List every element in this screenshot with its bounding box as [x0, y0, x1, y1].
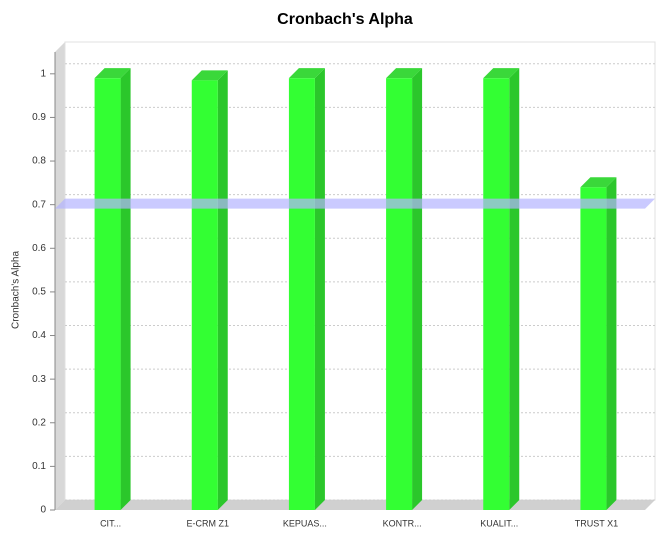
x-tick-label: KUALIT...	[480, 518, 518, 528]
y-tick-label: 0.9	[32, 112, 46, 123]
back-wall	[64, 41, 656, 501]
bar	[288, 68, 325, 511]
bar	[94, 68, 131, 511]
bar-top	[94, 68, 131, 79]
y-tick-label: 0	[40, 505, 46, 516]
bar-front	[94, 78, 121, 511]
bar-front	[191, 80, 218, 510]
reference-line	[55, 198, 655, 209]
floor	[55, 500, 655, 510]
y-axis-label: Cronbach's Alpha	[11, 251, 22, 330]
y-tick-label: 0.1	[32, 461, 46, 472]
bar-top	[288, 68, 325, 79]
bar-front	[580, 187, 607, 510]
chart-title: Cronbach's Alpha	[277, 11, 413, 28]
bar-side	[606, 177, 617, 510]
x-tick-label: KONTR...	[383, 518, 422, 528]
bar-top	[580, 177, 617, 188]
y-tick-label: 0.8	[32, 156, 46, 167]
bar-front	[288, 78, 315, 511]
bar	[580, 177, 617, 510]
x-tick-label: KEPUAS...	[283, 518, 327, 528]
bar-side	[412, 68, 423, 511]
bar-side	[217, 70, 228, 510]
left-wall	[55, 42, 65, 510]
bar-top	[191, 70, 228, 81]
y-tick-label: 0.6	[32, 243, 46, 254]
bar-side	[509, 68, 520, 511]
y-tick-label: 0.4	[32, 330, 46, 341]
y-tick-label: 0.7	[32, 199, 46, 210]
y-tick-label: 0.3	[32, 374, 46, 385]
bar	[386, 68, 423, 511]
bar-front	[386, 78, 413, 511]
bar-top	[386, 68, 423, 79]
x-tick-label: E-CRM Z1	[187, 518, 230, 528]
bar	[191, 70, 228, 510]
y-tick-label: 0.5	[32, 287, 46, 298]
bar-front	[483, 78, 510, 511]
bar-top	[483, 68, 520, 79]
x-tick-label: CIT...	[100, 518, 121, 528]
bar-side	[120, 68, 131, 511]
bar	[483, 68, 520, 511]
bar-side	[314, 68, 325, 511]
y-tick-label: 0.2	[32, 417, 46, 428]
x-tick-label: TRUST X1	[575, 518, 618, 528]
y-tick-label: 1	[40, 68, 46, 79]
